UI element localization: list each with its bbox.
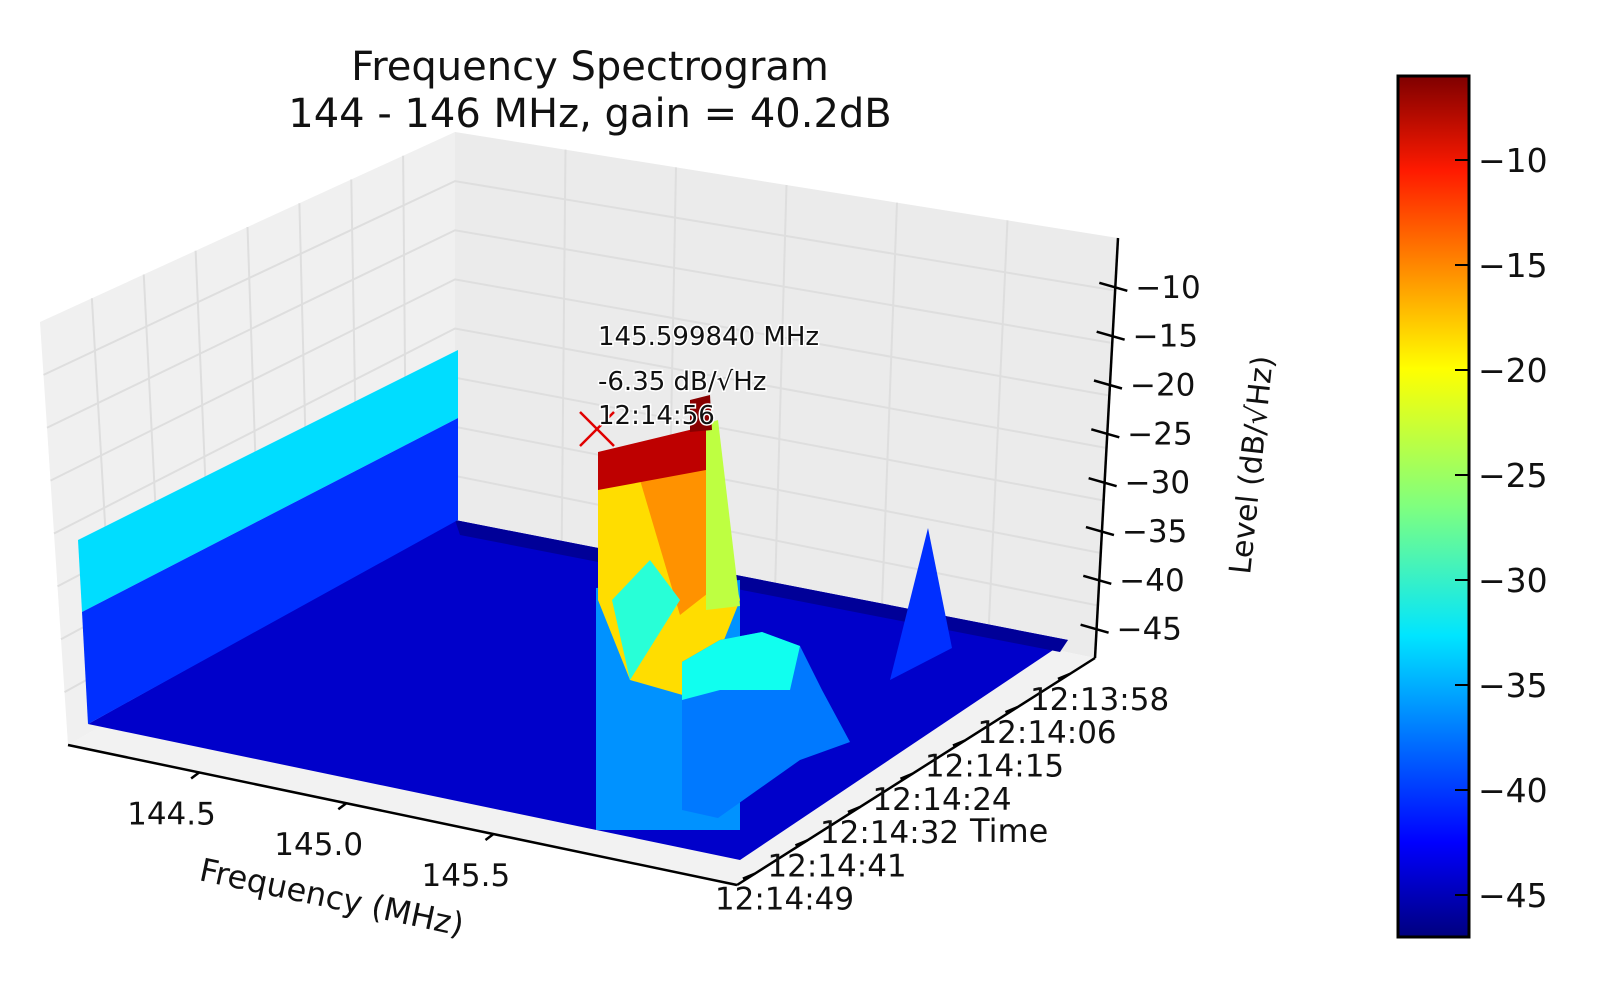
level-axis-line <box>1093 237 1120 659</box>
peak-dark-red-cap <box>690 395 712 432</box>
colorbar <box>1396 74 1471 939</box>
time-axis-line <box>736 656 1096 887</box>
time-tick-mark <box>952 739 966 747</box>
annotation-level: -6.35 dB/√Hz <box>598 367 766 397</box>
frequency-tick-label: 144.5 <box>127 796 216 832</box>
time-tick-label: 12:14:06 <box>977 715 1116 751</box>
level-tick-mark <box>1082 574 1112 586</box>
peak-green-stripe <box>706 420 740 610</box>
time-axis-label: Time <box>969 812 1048 850</box>
frequency-tick-mark <box>190 771 200 780</box>
frequency-ticks: 144.5 145.0 145.5 <box>127 771 510 894</box>
frequency-tick-label: 145.0 <box>274 827 363 863</box>
level-tick-label: −40 <box>1119 563 1184 599</box>
colorbar-ticks: −10 −15 −20 −25 −30 −35 −40 −45 <box>1455 141 1548 915</box>
level-tick-label: −10 <box>1135 270 1200 306</box>
time-tick-mark <box>742 872 756 880</box>
level-tick-label: −25 <box>1127 416 1192 452</box>
hump-top <box>682 632 800 700</box>
marker-x-line2 <box>579 411 615 447</box>
time-tick-mark <box>847 805 861 814</box>
colorbar-tick-label: −30 <box>1478 561 1548 600</box>
time-tick-mark <box>899 772 913 780</box>
time-tick-label: 12:14:49 <box>715 882 854 918</box>
peak-dip <box>612 560 680 680</box>
time-tick-mark <box>1057 672 1071 681</box>
level-tick-label: −15 <box>1133 319 1198 355</box>
peak-red-top <box>598 426 706 490</box>
level-ticks: −10 −15 −20 −25 −30 −35 −40 −45 <box>1080 270 1201 648</box>
time-ticks: 12:13:5812:14:0612:14:1512:14:2412:14:32… <box>715 672 1169 918</box>
time-tick-label: 12:14:15 <box>925 748 1064 784</box>
annotation-time: 12:14:56 <box>598 401 715 431</box>
frequency-tick-mark <box>337 802 348 811</box>
frequency-tick-mark <box>484 833 495 842</box>
wall-top-face <box>78 350 458 612</box>
time-tick-label: 12:14:41 <box>767 848 906 884</box>
time-tick-label: 12:13:58 <box>1030 682 1169 718</box>
colorbar-tick-label: −25 <box>1478 456 1548 495</box>
colorbar-tick-label: −45 <box>1478 876 1548 915</box>
spike-face <box>890 528 952 680</box>
level-tick-mark <box>1090 428 1120 439</box>
level-tick-mark <box>1096 330 1125 341</box>
chart-title: Frequency Spectrogram <box>351 44 829 90</box>
level-tick-label: −30 <box>1125 465 1190 501</box>
time-tick-label: 12:14:24 <box>872 782 1011 818</box>
level-tick-mark <box>1085 525 1115 537</box>
peak-orange-face <box>640 468 712 615</box>
level-tick-mark <box>1080 623 1109 634</box>
chart-subtitle: 144 - 146 MHz, gain = 40.2dB <box>288 91 892 137</box>
level-tick-label: −35 <box>1122 514 1187 550</box>
time-tick-mark <box>794 839 808 847</box>
colorbar-tick-label: −15 <box>1478 246 1548 285</box>
level-axis-label: Level (dB/√Hz) <box>1223 354 1281 576</box>
level-tick-label: −20 <box>1130 368 1195 404</box>
level-tick-mark <box>1093 379 1123 390</box>
time-tick-label: 12:14:32 <box>820 815 959 851</box>
frequency-tick-label: 145.5 <box>421 858 510 894</box>
colorbar-tick-label: −20 <box>1478 351 1548 390</box>
frequency-axis-line <box>67 743 738 887</box>
level-tick-mark <box>1088 476 1117 488</box>
colorbar-tick-label: −40 <box>1478 771 1548 810</box>
time-tick-mark <box>1004 706 1018 714</box>
colorbar-tick-label: −10 <box>1478 141 1548 180</box>
wall-front-face <box>82 418 458 724</box>
level-tick-label: −45 <box>1117 612 1182 648</box>
annotation-frequency: 145.599840 MHz <box>598 322 819 352</box>
colorbar-tick-label: −35 <box>1478 666 1548 705</box>
level-tick-mark <box>1098 281 1128 293</box>
